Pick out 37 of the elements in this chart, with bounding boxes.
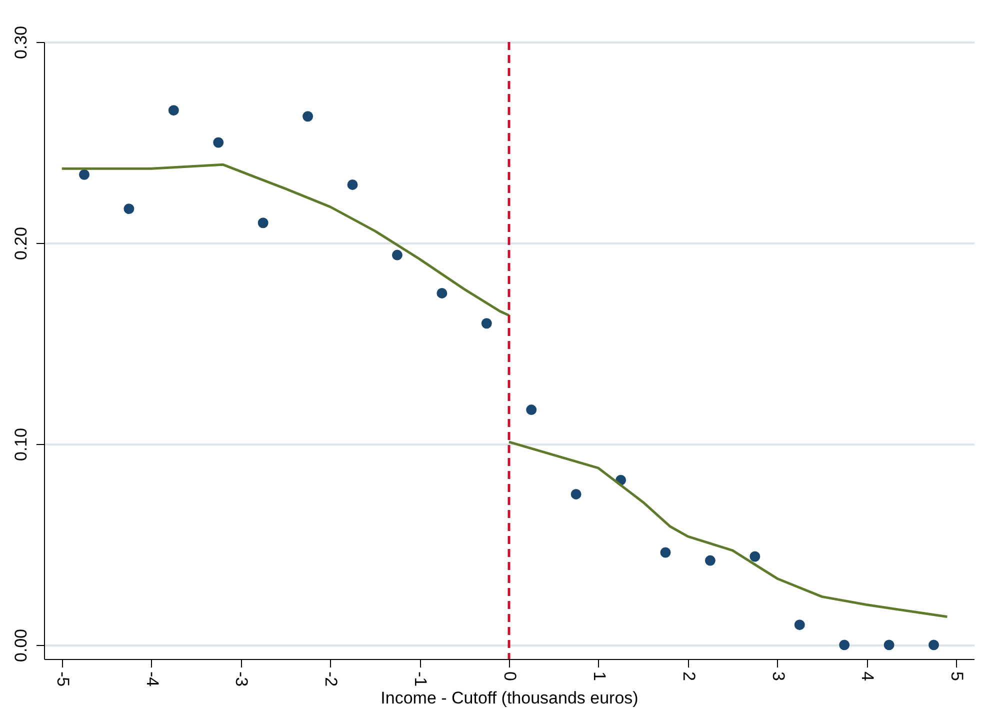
point: [124, 204, 134, 214]
point: [258, 218, 268, 228]
y-tick-label: 0.30: [12, 26, 30, 60]
point: [704, 555, 716, 566]
x-tick-label: -2: [322, 672, 341, 687]
y-tick-label: 0.20: [12, 226, 30, 260]
x-tick-label: 0: [500, 672, 520, 681]
point: [794, 620, 805, 630]
point: [526, 404, 537, 416]
point: [392, 250, 402, 260]
point: [884, 640, 894, 650]
point: [839, 640, 850, 650]
point: [481, 318, 492, 329]
x-tick-label: 5: [948, 672, 967, 681]
point: [168, 105, 179, 116]
point: [660, 547, 671, 558]
point: [570, 488, 582, 500]
x-tick-label: -1: [411, 672, 430, 687]
x-tick-label: -3: [232, 672, 252, 687]
line-series: [60, 163, 510, 317]
point: [213, 137, 224, 148]
x-tick-label: -5: [53, 672, 72, 687]
point: [78, 169, 90, 180]
x-tick-label: 2: [679, 672, 698, 681]
point: [347, 179, 358, 190]
x-tick-label: -4: [142, 672, 162, 687]
point: [750, 551, 760, 562]
y-tick-label: 0.10: [12, 428, 30, 461]
x-tick-label: 4: [858, 672, 878, 681]
x-tick-label: 3: [768, 672, 788, 681]
x-axis-title: Income - Cutoff (thousands euros): [380, 688, 638, 708]
point: [436, 288, 448, 298]
x-tick-label: 1: [590, 672, 609, 681]
point: [302, 111, 314, 122]
y-tick-label: 0.00: [12, 628, 30, 662]
point: [928, 640, 940, 650]
line-series: [508, 440, 948, 618]
